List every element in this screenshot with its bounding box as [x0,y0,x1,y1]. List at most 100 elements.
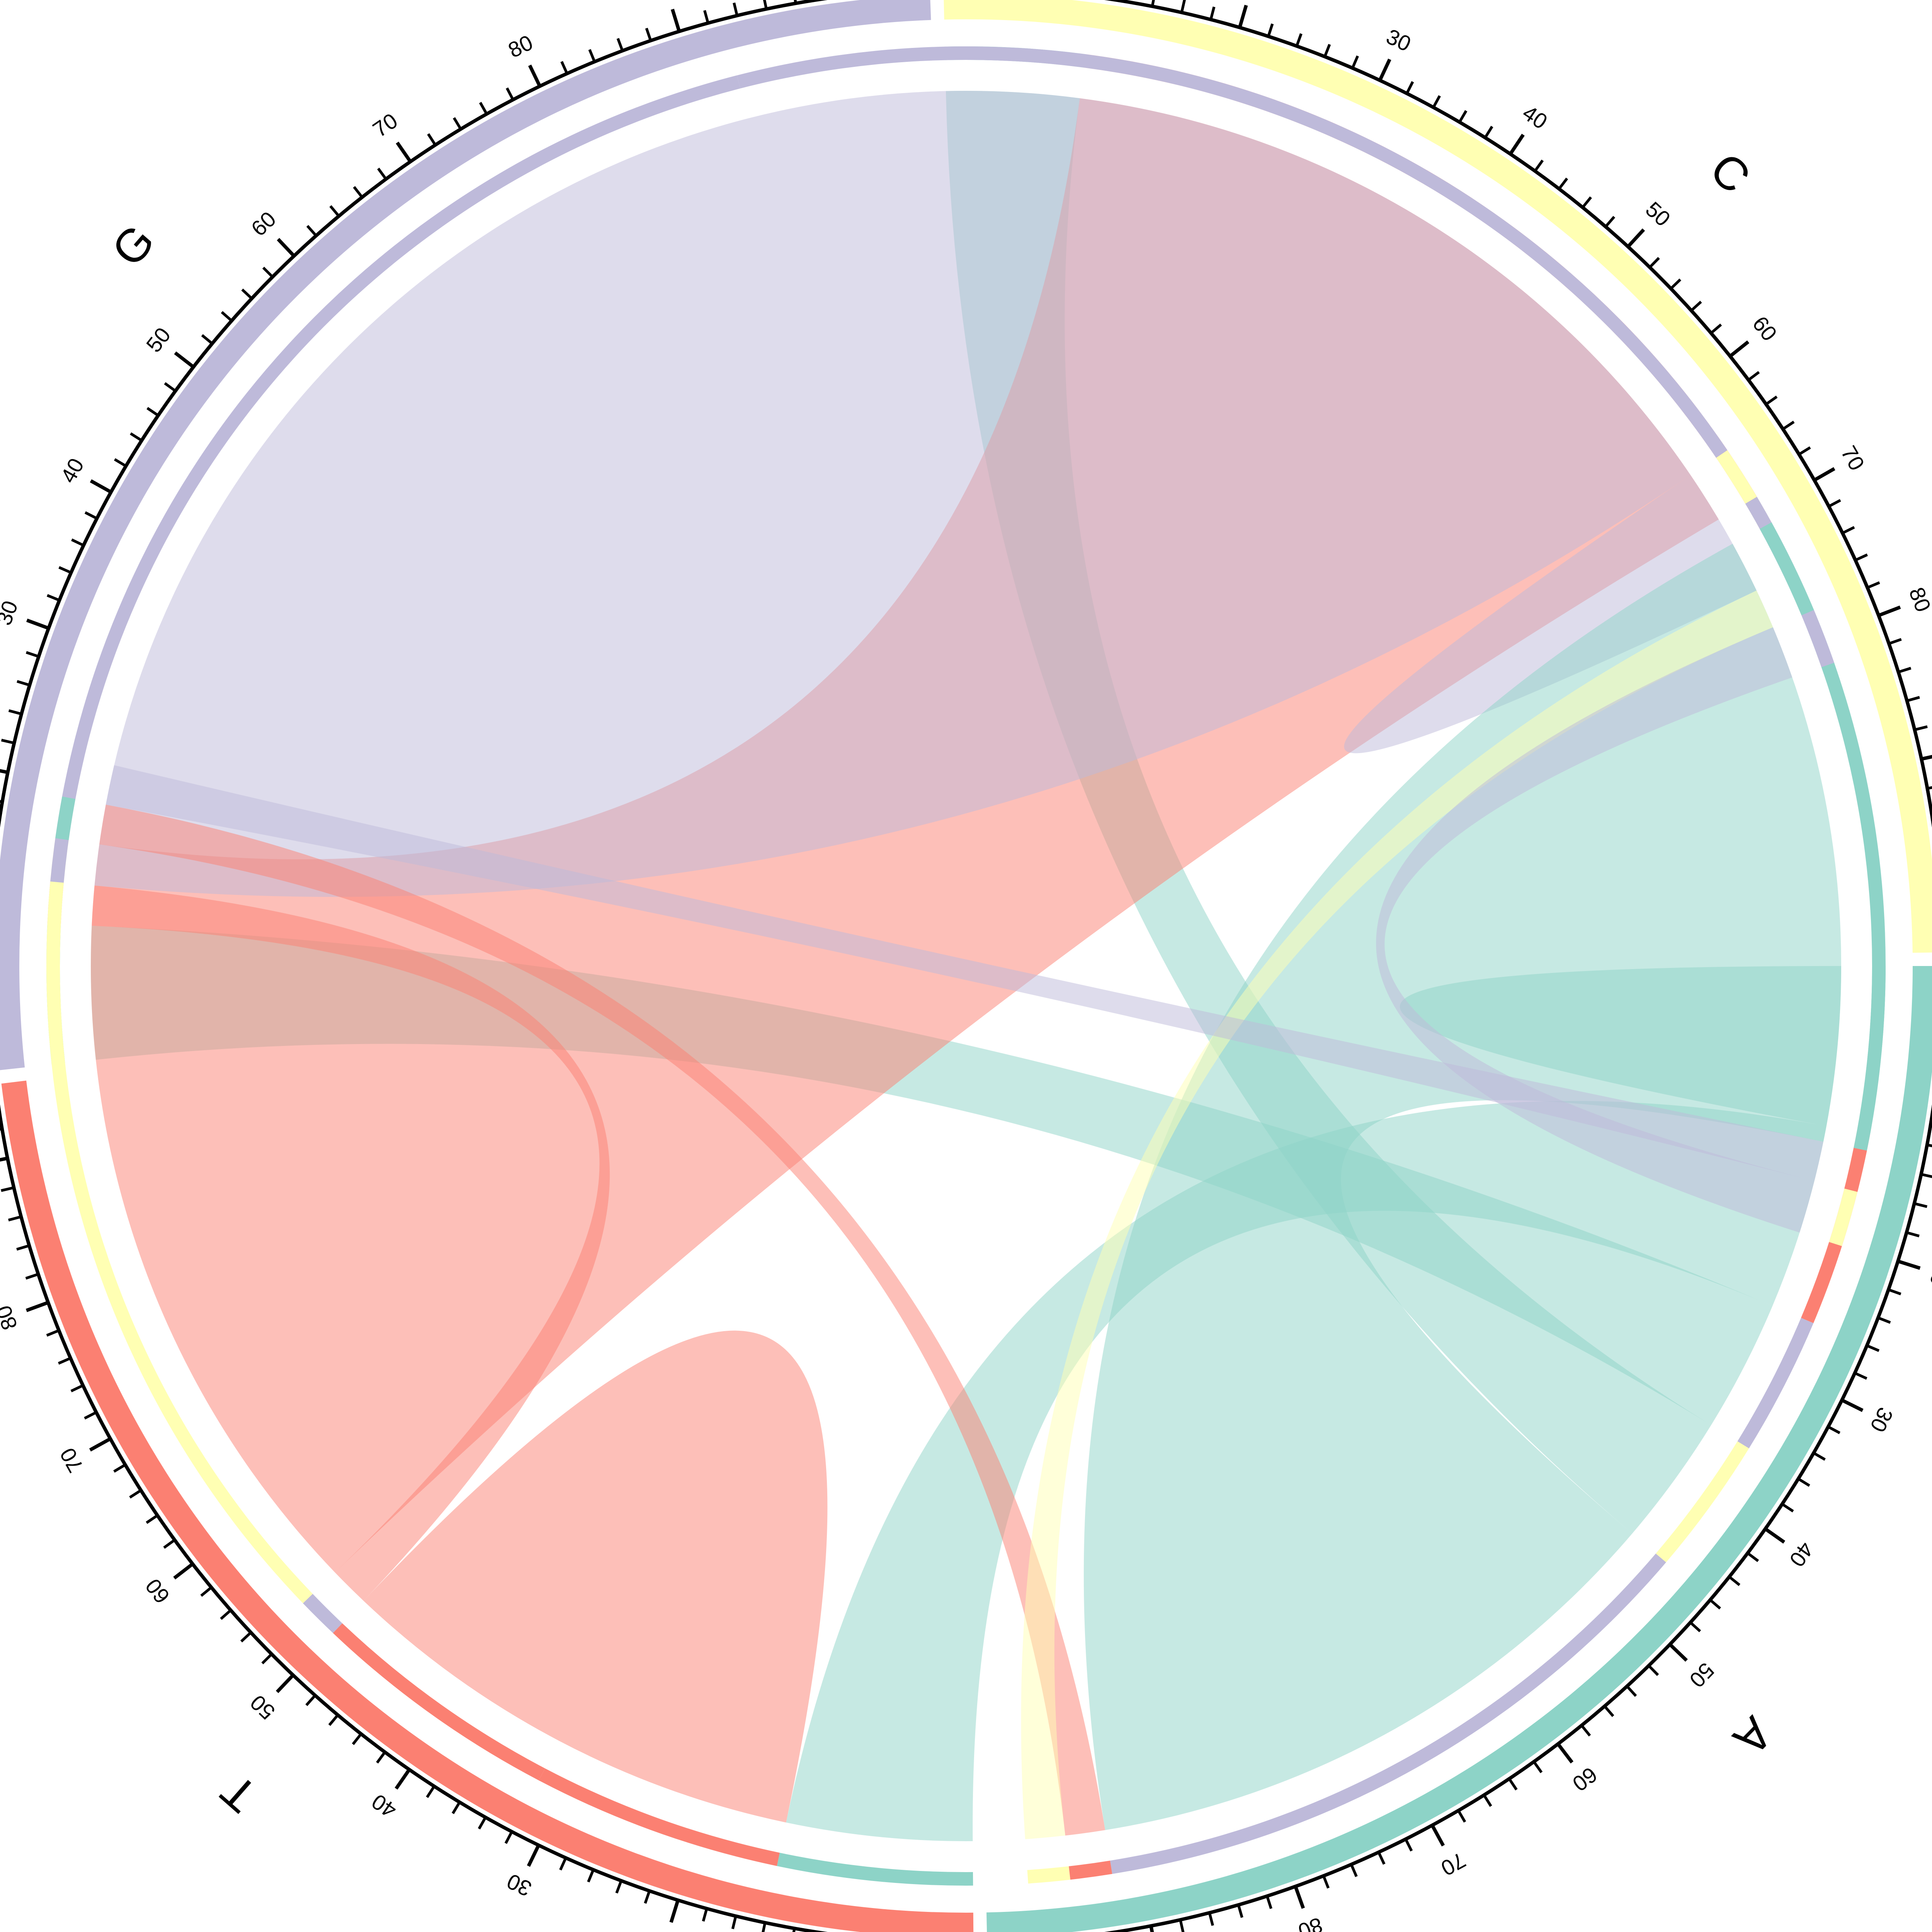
axis-A [1104,1104,1932,1932]
tick-C-22 [1267,23,1274,37]
tick-G-22 [1,738,15,745]
tick-G-40 [90,479,112,494]
tick-C-52 [1648,257,1660,269]
tick-T-12 [792,1928,796,1932]
band-G-C [1829,1189,1858,1246]
tick-A-80 [1294,1886,1305,1909]
tick-C-82 [1888,638,1902,645]
tick-label-A-60: 60 [1568,1762,1602,1796]
tick-G-94 [733,2,738,16]
tick-T-66 [129,1489,142,1499]
tick-T-50 [276,1674,294,1693]
tick-C-74 [1842,526,1855,534]
tick-label-A-20: 20 [1925,1259,1932,1289]
tick-C-92 [1927,786,1932,790]
tick-label-T-40: 40 [367,1789,401,1823]
tick-A-90 [1149,1925,1154,1932]
tick-C-84 [1898,667,1912,673]
tick-A-32 [1827,1425,1840,1434]
tick-label-A-40: 40 [1785,1537,1818,1571]
tick-T-34 [478,1816,487,1830]
tick-A-38 [1781,1503,1794,1513]
sector-label-C: C [1700,143,1760,203]
band-T-A [777,1852,973,1886]
tick-C-72 [1828,499,1841,508]
tick-A-88 [1179,1919,1185,1932]
tick-A-30 [1841,1398,1864,1412]
tick-G-46 [146,407,159,417]
sector-label-T: T [211,1764,267,1822]
axis-C [1104,0,1932,828]
tick-A-24 [1878,1316,1891,1324]
tick-C-16 [1180,0,1186,13]
tick-A-58 [1580,1725,1591,1737]
tick-C-90 [1921,755,1932,761]
tick-G-50 [174,351,195,369]
tick-G-70 [396,141,412,163]
tick-C-86 [1906,696,1920,702]
tick-C-78 [1867,581,1880,589]
tick-A-48 [1689,1621,1701,1633]
tick-T-46 [328,1714,339,1726]
tick-C-46 [1582,196,1592,209]
tick-A-60 [1556,1743,1574,1764]
tick-T-74 [70,1384,84,1393]
tick-C-26 [1323,44,1331,57]
tick-G-56 [241,288,253,300]
link-G-T [105,765,1823,1181]
tick-T-88 [1,1186,14,1192]
link-G-C [1376,627,1815,1233]
tick-A-42 [1747,1552,1759,1562]
tick-G-58 [262,267,274,278]
tick-C-28 [1351,55,1359,69]
tick-label-A-70: 70 [1437,1848,1470,1881]
band-A-C [1656,1441,1749,1563]
tick-T-72 [84,1411,97,1420]
tick-label-G-90: 90 [651,0,681,4]
tick-A-12 [1927,1143,1932,1147]
link-C-A [1021,590,1773,1839]
tick-C-50 [1626,228,1645,248]
tick-G-48 [164,382,177,392]
link-T-A [99,804,1105,1836]
tick-T-80 [26,1301,49,1312]
tick-A-66 [1483,1794,1492,1807]
tick-G-62 [306,225,317,237]
tick-G-80 [528,65,542,87]
tick-T-54 [240,1631,252,1643]
tick-G-30 [26,618,49,630]
tick-A-70 [1430,1824,1445,1847]
tick-C-58 [1710,323,1722,334]
tick-T-70 [89,1437,111,1452]
tick-A-50 [1668,1643,1688,1662]
tick-G-82 [560,61,568,74]
tick-C-20 [1238,5,1248,28]
tick-T-38 [426,1785,435,1798]
tick-G-66 [353,186,363,198]
band-T-G [62,755,84,799]
band-T-G [303,1594,342,1633]
band-C-A [1784,571,1814,616]
tick-T-78 [46,1329,60,1337]
tick-G-32 [46,594,60,602]
tick-C-62 [1747,371,1760,381]
tick-A-52 [1648,1665,1659,1676]
tick-G-78 [505,87,514,100]
tick-T-60 [173,1562,194,1580]
tick-label-T-30: 30 [503,1869,536,1901]
tick-A-14 [1921,1173,1932,1178]
axis-T [0,1104,828,1932]
tick-G-24 [8,709,22,716]
tick-T-18 [702,1908,708,1922]
tick-T-22 [644,1890,651,1904]
band-T-T [333,1623,545,1781]
tick-label-A-50: 50 [1685,1658,1719,1692]
tick-G-92 [703,10,709,24]
tick-A-18 [1906,1231,1920,1238]
tick-T-62 [163,1539,176,1549]
tick-T-20 [669,1900,680,1923]
tick-T-30 [527,1844,540,1867]
tick-T-48 [305,1694,316,1706]
tick-label-T-20: 20 [650,1927,680,1932]
